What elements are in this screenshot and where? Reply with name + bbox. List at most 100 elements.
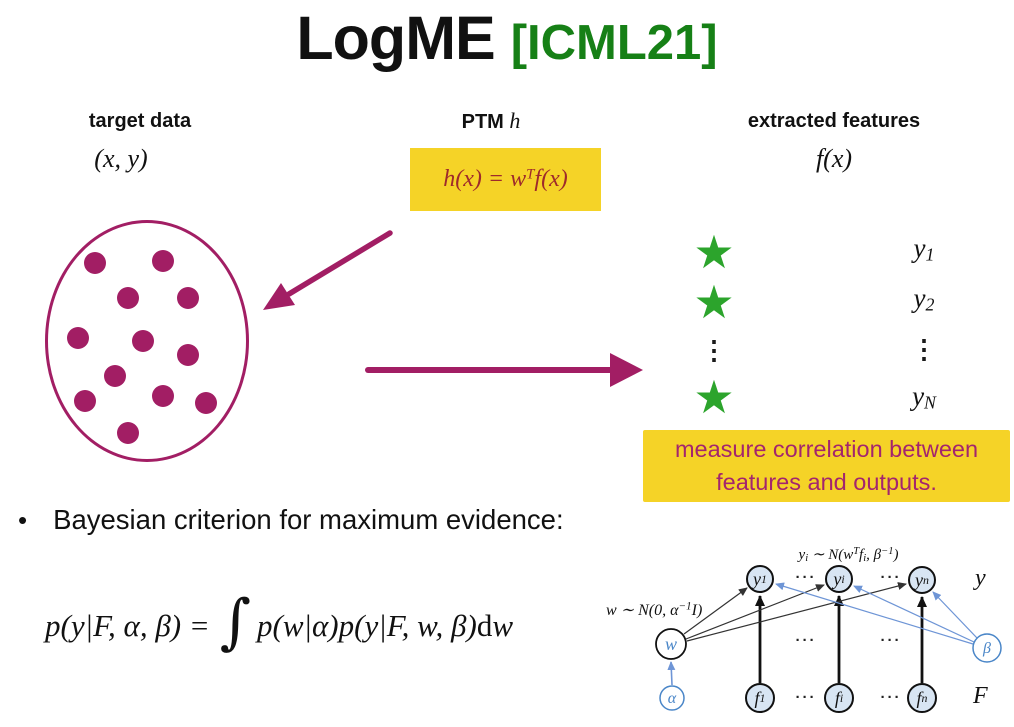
gm-dots: ··· [795,569,817,586]
data-point-dot [67,327,89,349]
edge-w-yi [685,584,825,640]
edge-beta-yi [853,585,975,643]
data-point-dot [177,344,199,366]
node-fn [907,683,937,713]
ann-beta-sup: −1 [881,545,894,557]
f1-node-sub: 1 [759,690,766,705]
equation-d: d [476,608,493,643]
yn-node-base: y [915,569,924,590]
ptm-formula-pre: h(x) = w [443,166,527,192]
ptm-formula-sup: T [526,166,535,183]
node-beta [972,633,1002,663]
yN-sub: N [924,392,936,413]
ptm-header-math: h [509,108,521,133]
callout-measure-correlation: measure correlation between features and… [643,430,1010,502]
node-alpha [659,685,685,711]
data-point-dot [117,422,139,444]
outputs-ellipsis: ⋮ [911,334,937,364]
gm-annotation-prior: w ∼ N(0, α−1I) [606,600,731,620]
integral-sign: ∫ [219,587,252,657]
data-point-dot [117,287,139,309]
fi-node-base: f [834,687,840,708]
node-yn [908,566,936,594]
fn-node-sub: n [921,690,928,705]
y2-base: y [913,283,926,313]
data-point-dot [152,250,174,272]
plate-label-y: y [975,565,986,591]
data-point-dot [152,385,174,407]
yi-node-base: y [833,568,842,589]
edge-beta-y1 [775,582,974,645]
gm-dots: ··· [795,689,817,706]
gm-dots: ··· [880,569,902,586]
stars-ellipsis: ⋮ [701,335,727,365]
yi-node-sub: i [841,571,845,586]
fi-node-sub: i [839,690,844,705]
equation-rhs-main: p(w|α)p(y|F, w, β) [257,608,477,643]
yN-base: y [912,381,925,411]
page-title: LogME [ICML21] [0,2,1014,91]
bullet-item: • Bayesian criterion for maximum evidenc… [18,504,564,536]
edge-w-y1 [683,587,748,635]
node-fi [824,683,854,713]
gm-annotation-likelihood: yi ∼ N(wTfi, β−1) [776,545,921,564]
y2-sub: 2 [925,294,935,315]
equation-lhs: p(y|F, α, β) = [45,608,210,643]
data-point-dot [177,287,199,309]
title-logme: LogME [296,4,495,72]
evidence-equation: p(y|F, α, β) = ∫ p(w|α)p(y|F, w, β)dw [45,586,513,666]
node-label-w: w [664,633,677,654]
plate-label-F: F [973,683,988,709]
node-yi [825,565,853,593]
callout-line2: features and outputs. [716,469,937,495]
f1-node-base: f [754,687,760,708]
ann-wT: T [853,545,860,557]
gm-dots: ··· [880,632,902,649]
ann-close: ) [893,547,899,563]
data-point-dot [74,390,96,412]
star-icon: ★ [693,276,735,328]
edge-alpha-w [667,661,676,686]
data-point-dot [104,365,126,387]
ptm-formula-post: f(x) [534,166,568,192]
arrow-to-target-line [286,230,393,297]
equation-dvar: w [492,608,514,643]
equation-rhs: p(w|α)p(y|F, w, β)dw [257,608,513,644]
ann-normal: ∼ N(w [808,547,854,563]
node-y1 [746,565,774,593]
bullet-marker: • [18,505,28,535]
y1-node-base: y [753,568,762,589]
node-w [655,628,687,660]
target-data-math: (x, y) [94,144,148,173]
gm-dots: ··· [795,632,817,649]
callout-line1: measure correlation between [674,436,979,462]
extracted-features-header: extracted features [747,110,921,132]
prior-main: w ∼ N(0, α [606,602,679,619]
ann-beta: , β [866,547,882,563]
y1-sub: 1 [925,244,935,265]
output-label-y1: y1 [889,229,959,274]
data-point-dot [132,330,154,352]
ptm-formula-highlight: h(x) = wTf(x) [410,148,601,211]
arrow-to-target-head-icon [263,283,295,310]
extracted-features-math: f(x) [815,144,853,173]
node-label-beta: β [983,640,991,657]
y1-node-sub: 1 [761,571,767,586]
title-citation: [ICML21] [510,16,718,70]
target-data-header: target data [88,110,192,132]
ann-f-sub: i [863,553,867,565]
ann-y-sub: i [805,553,809,565]
graphical-model-diagram [655,565,1002,713]
yn-node-sub: n [923,572,929,587]
ptm-header-text: PTM [461,111,504,133]
fn-node-base: f [916,687,922,708]
prior-sup: −1 [678,600,692,613]
node-label-alpha: α [667,690,677,707]
output-label-y2: y2 [889,279,959,324]
ptm-formula: h(x) = wTf(x) [443,166,567,193]
ann-f: f [859,547,864,563]
